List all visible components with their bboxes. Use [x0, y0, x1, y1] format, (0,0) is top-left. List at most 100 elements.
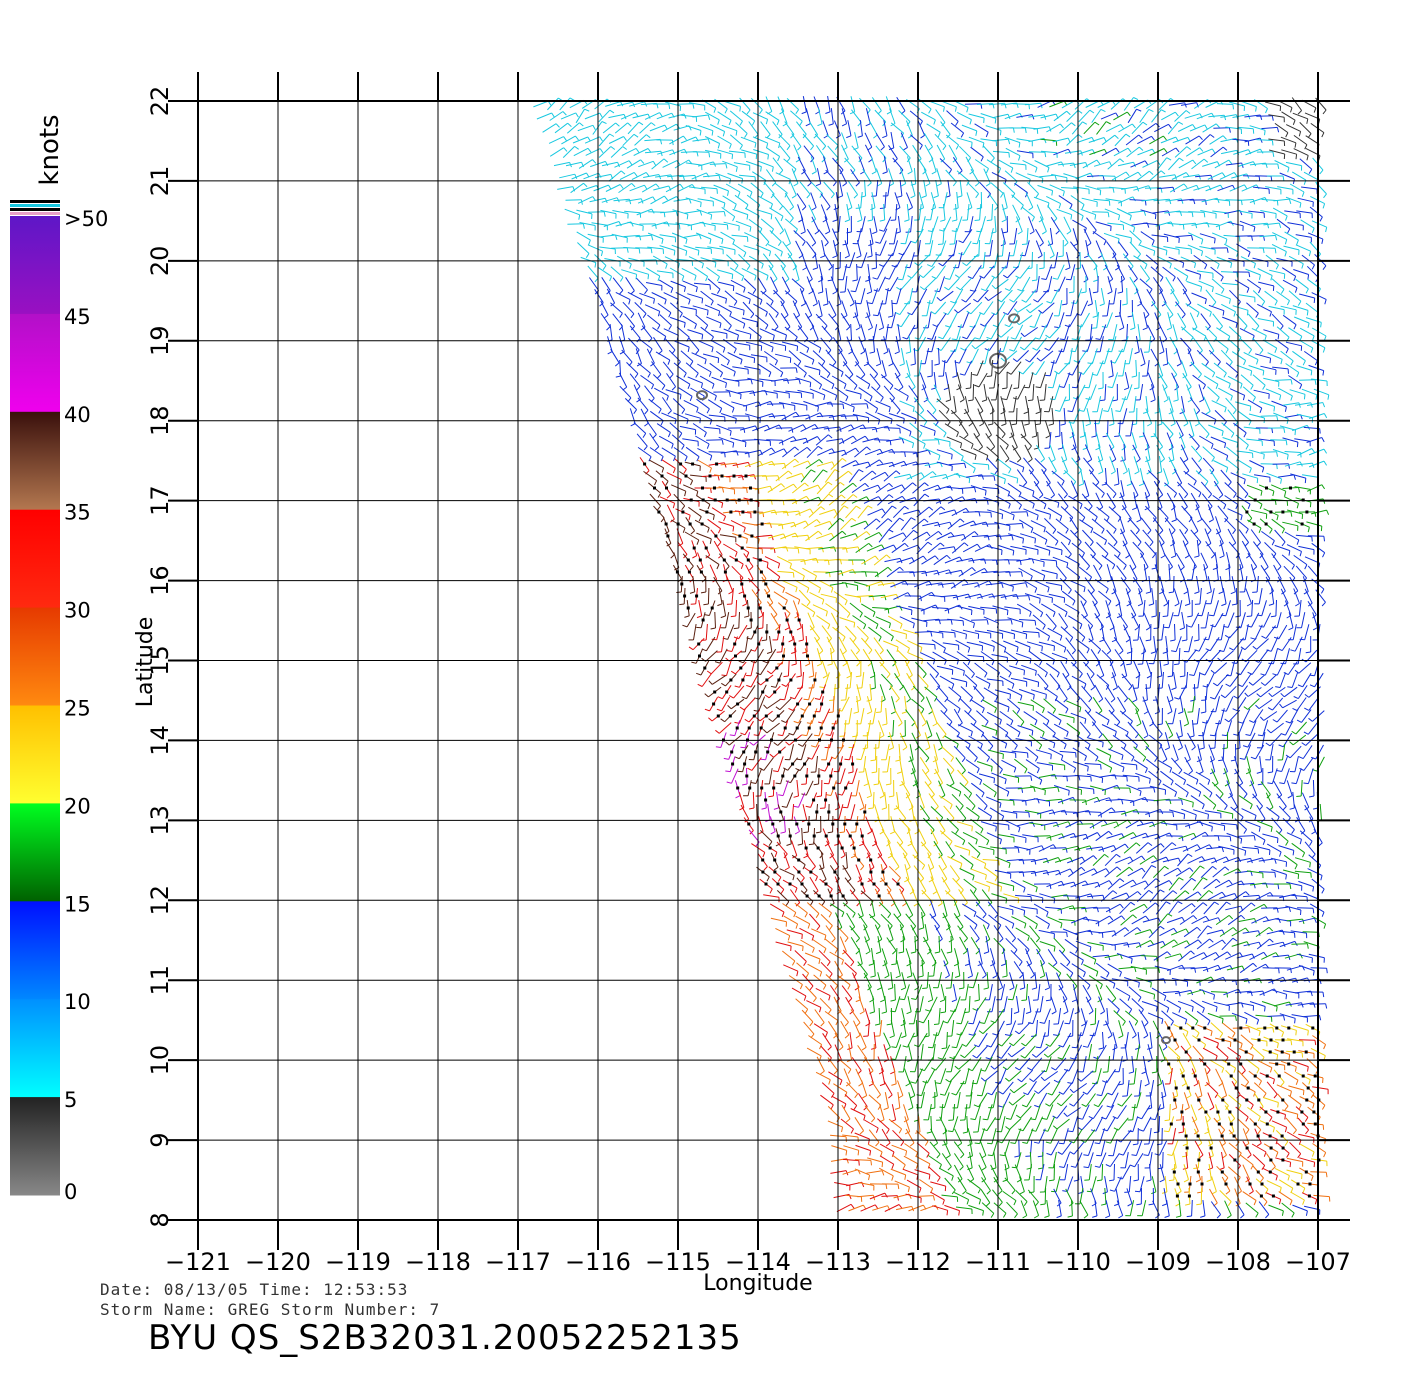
wind-barb-tick	[1287, 167, 1290, 173]
wind-barb	[845, 505, 857, 519]
wind-barb	[1045, 582, 1062, 586]
wind-barb-tick	[1311, 536, 1313, 542]
wind-barb	[765, 111, 780, 121]
wind-barb-tick	[1230, 432, 1235, 438]
wind-barb-tick	[718, 175, 721, 181]
wind-barb-tick	[1166, 327, 1172, 331]
wind-barb	[673, 447, 688, 457]
wind-barb	[1092, 211, 1109, 213]
wind-barb-tick	[579, 122, 584, 127]
wind-barb	[1210, 266, 1224, 278]
wind-barb-tick	[861, 374, 866, 379]
wind-barb	[1165, 347, 1169, 365]
wind-barb	[1207, 386, 1220, 398]
wind-barb-tick	[723, 202, 726, 208]
wind-barb-tick	[789, 217, 794, 223]
wind-barb-tick	[825, 111, 831, 114]
wind-barb-tick	[952, 158, 958, 163]
wind-barb-tick	[831, 461, 835, 467]
rain-flag-dot	[691, 462, 695, 466]
wind-barb	[629, 373, 641, 387]
wind-barb	[811, 324, 819, 340]
wind-barb	[834, 386, 849, 398]
wind-barb	[1298, 339, 1314, 349]
wind-barb-tick	[1169, 433, 1174, 439]
wind-barb	[1082, 159, 1098, 169]
rain-flag-dot	[705, 510, 709, 514]
wind-barb-tick	[1021, 523, 1024, 529]
wind-barb-tick	[783, 314, 789, 319]
wind-barb-tick	[1085, 162, 1088, 168]
wind-barb	[825, 288, 829, 304]
wind-barb-tick	[735, 130, 738, 136]
wind-barb	[770, 546, 787, 550]
wind-barb-tick	[864, 483, 869, 488]
wind-barb	[662, 123, 677, 133]
wind-barb	[1225, 397, 1237, 411]
wind-barb	[945, 134, 959, 146]
wind-barb-tick	[867, 302, 873, 305]
wind-barb-tick	[1215, 384, 1219, 389]
wind-barb-tick	[587, 147, 592, 153]
wind-barb-tick	[1093, 279, 1099, 282]
wind-barb-tick	[938, 336, 944, 340]
wind-barb-tick	[783, 533, 787, 539]
wind-barb	[1293, 269, 1309, 275]
wind-barb	[1036, 444, 1046, 460]
wind-barb	[1284, 231, 1299, 241]
wind-barb-tick	[986, 219, 992, 222]
wind-barb-tick	[1262, 370, 1265, 376]
wind-barb	[891, 542, 905, 554]
wind-barb-tick	[1103, 240, 1107, 246]
wind-barb	[1279, 172, 1295, 180]
wind-barb	[1175, 234, 1192, 238]
wind-barb	[661, 412, 677, 420]
wind-barb	[1100, 112, 1116, 120]
wind-barb	[1016, 469, 1028, 483]
wind-barb	[1106, 492, 1116, 508]
wind-barb	[1003, 192, 1008, 208]
wind-barb	[844, 240, 850, 256]
wind-barb	[788, 350, 802, 362]
wind-barb	[1210, 146, 1224, 158]
wind-barb	[942, 324, 952, 340]
wind-barb	[1044, 383, 1047, 401]
wind-barb	[1122, 360, 1127, 376]
wind-barb-tick	[1081, 215, 1084, 221]
wind-barb-tick	[1175, 147, 1180, 153]
wind-barb	[993, 372, 997, 388]
wind-barb-tick	[719, 322, 722, 329]
wind-barb-tick	[652, 196, 656, 202]
wind-barb	[591, 222, 608, 226]
wind-barb-tick	[969, 119, 972, 125]
wind-barb-tick	[726, 360, 730, 366]
wind-barb-tick	[888, 494, 894, 499]
wind-barb	[891, 360, 901, 376]
wind-barb	[769, 207, 784, 217]
wind-barb	[1016, 350, 1029, 362]
wind-barb	[560, 112, 576, 120]
wind-barb	[1277, 186, 1293, 190]
wind-barb-tick	[653, 298, 655, 304]
wind-barb	[1077, 384, 1086, 400]
wind-barb	[1293, 134, 1308, 146]
wind-barb	[1272, 232, 1287, 240]
wind-barb-tick	[1089, 469, 1094, 475]
wind-barb	[784, 218, 798, 230]
wind-barb-tick	[1081, 291, 1087, 294]
wind-barb-tick	[984, 490, 987, 496]
wind-barb-tick	[938, 531, 943, 536]
wind-barb	[1158, 540, 1166, 556]
wind-barb-tick	[920, 134, 925, 139]
wind-barb	[991, 359, 994, 377]
wind-barb	[1200, 210, 1217, 214]
wind-barb-tick	[660, 151, 663, 157]
wind-barb	[1263, 377, 1280, 383]
wind-barb-tick	[759, 299, 763, 305]
wind-barb	[1039, 174, 1056, 178]
wind-barb	[818, 579, 834, 589]
wind-barb	[986, 446, 999, 458]
wind-barb	[647, 314, 661, 326]
wind-barb-tick	[751, 120, 756, 126]
wind-barb	[1300, 219, 1315, 229]
